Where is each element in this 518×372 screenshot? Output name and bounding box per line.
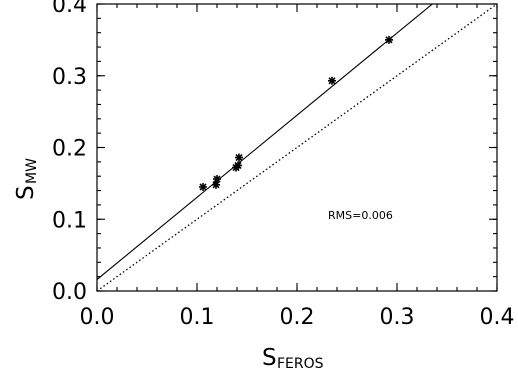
x-axis-title-main: S xyxy=(262,345,277,371)
data-point-5 xyxy=(234,161,242,170)
y-tick-label-3: 0.3 xyxy=(52,65,87,90)
data-point-2 xyxy=(212,180,220,189)
y-axis-title: S MW xyxy=(13,158,40,200)
x-tick-label-1: 0.1 xyxy=(180,305,215,330)
y-tick-label-2: 0.2 xyxy=(52,137,87,162)
x-axis-title: S FEROS xyxy=(262,345,324,372)
x-tick-label-4: 0.4 xyxy=(480,305,515,330)
x-tick-label-0: 0.0 xyxy=(80,305,115,330)
y-axis-title-main: S xyxy=(13,185,39,200)
data-point-1 xyxy=(199,182,207,191)
x-tick-label-3: 0.3 xyxy=(380,305,415,330)
y-axis-title-sub: MW xyxy=(24,158,40,184)
y-tick-label-4: 0.4 xyxy=(52,0,87,18)
y-tick-label-1: 0.1 xyxy=(52,208,87,233)
plot-frame xyxy=(96,3,498,292)
rms-annotation: RMS=0.006 xyxy=(328,209,393,222)
y-tick-label-0: 0.0 xyxy=(52,280,87,305)
identity-line xyxy=(97,4,497,291)
data-point-8 xyxy=(385,35,393,44)
x-tick-label-2: 0.2 xyxy=(280,305,315,330)
fit-line xyxy=(97,4,434,280)
data-point-7 xyxy=(328,76,336,85)
x-axis-title-sub: FEROS xyxy=(277,356,324,372)
data-point-6 xyxy=(235,153,243,162)
data-point-3 xyxy=(213,175,221,184)
